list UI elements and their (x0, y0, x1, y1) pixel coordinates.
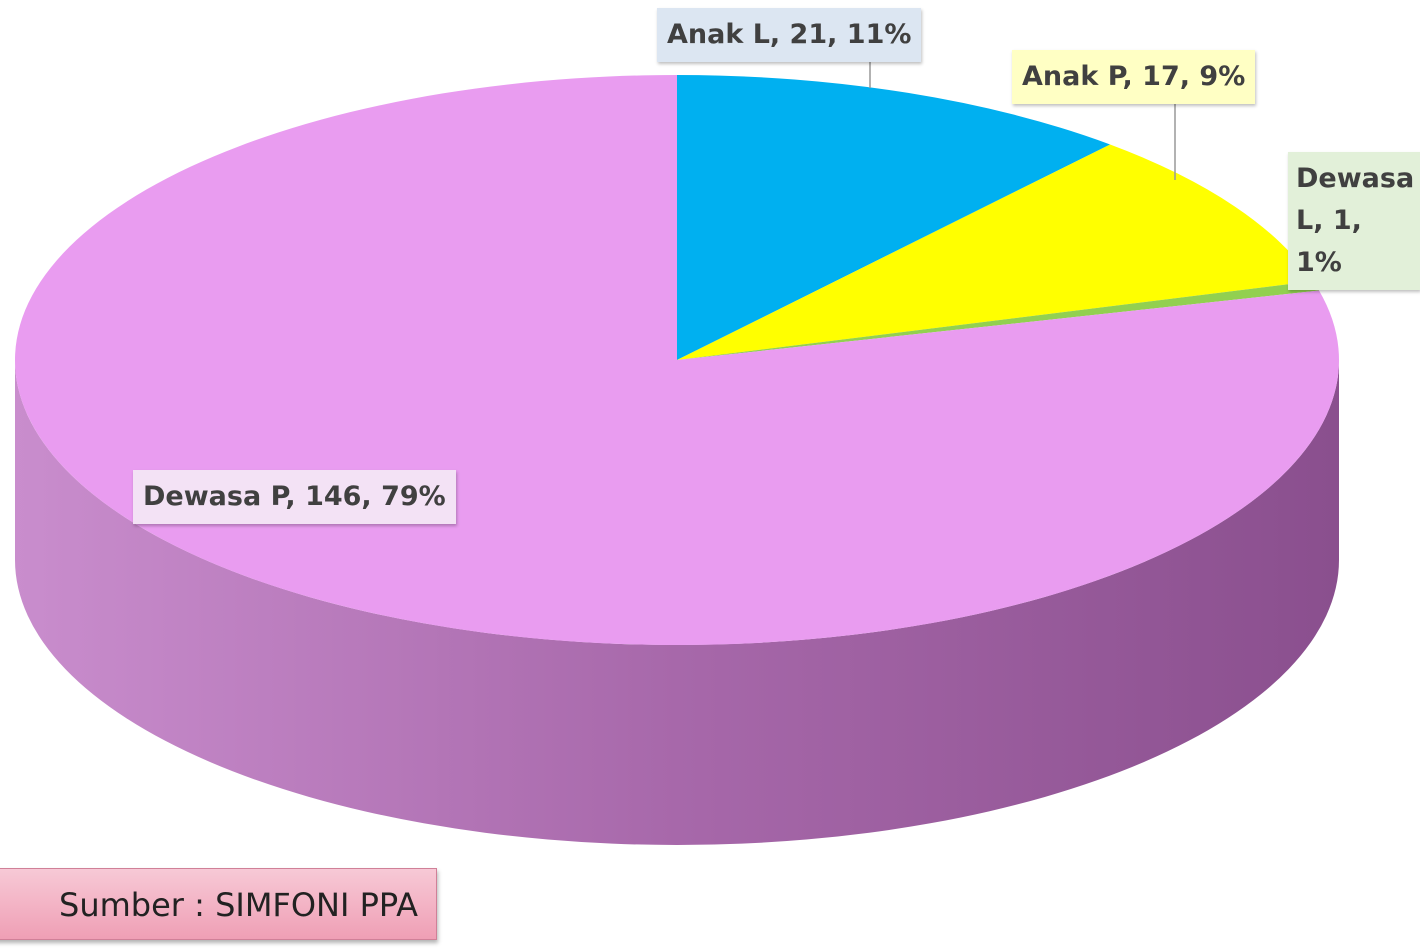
data-label: Anak P, 17, 9% (1012, 50, 1256, 104)
data-label: Dewasa L, 1, 1% (1288, 152, 1420, 290)
source-note: Sumber : SIMFONI PPA (0, 868, 437, 940)
pie-slice (677, 144, 1314, 360)
data-label: Dewasa P, 146, 79% (133, 470, 456, 524)
pie-slice (677, 75, 1111, 360)
pie-side (15, 360, 1339, 845)
pie-slice (677, 281, 1320, 360)
data-label: Anak L, 21, 11% (657, 8, 922, 62)
